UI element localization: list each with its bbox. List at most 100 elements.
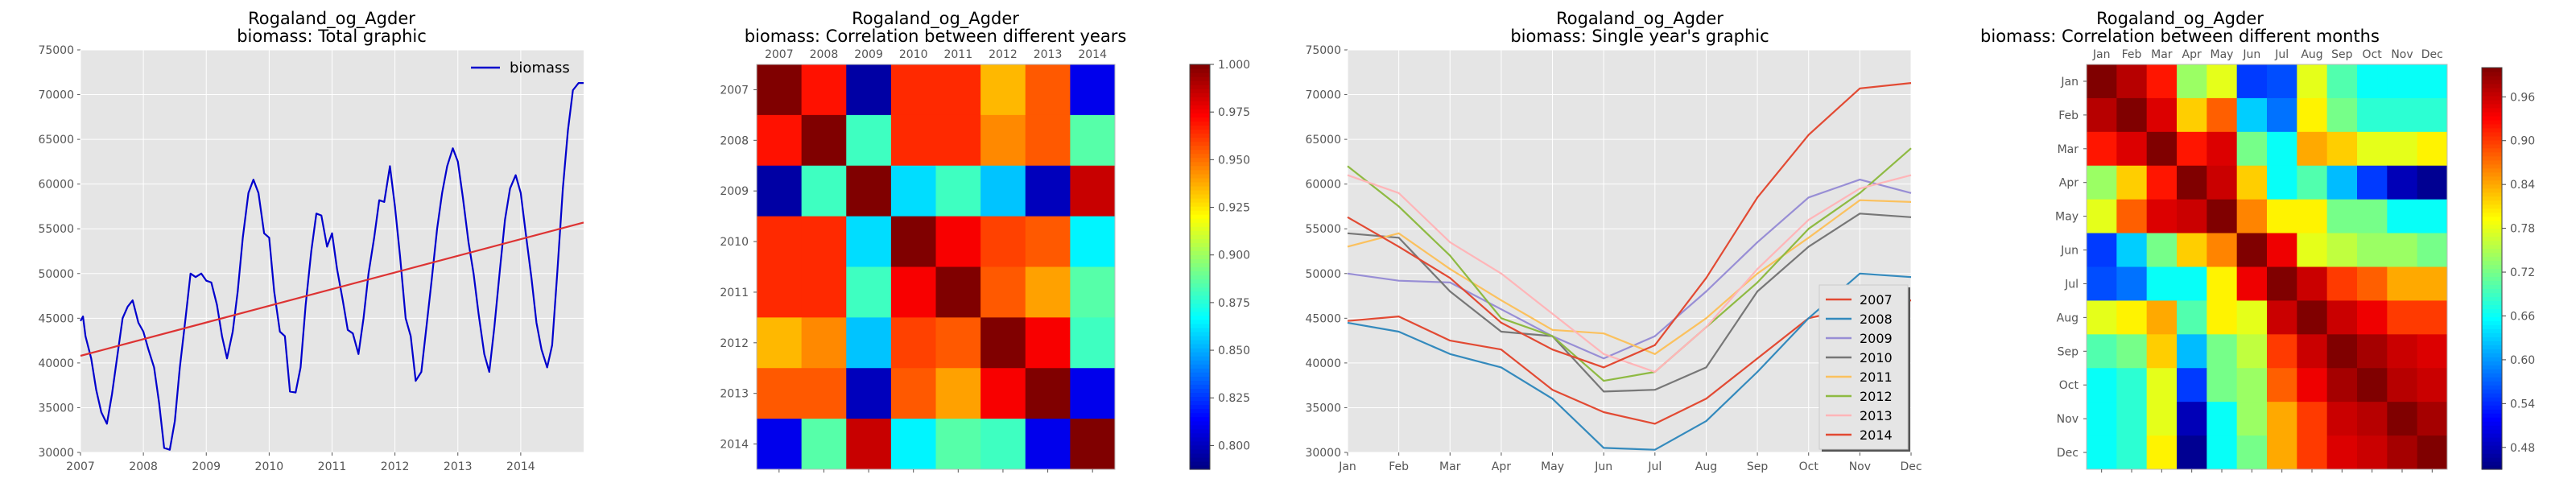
colorbar-segment [2482, 421, 2502, 426]
colorbar-segment [1190, 420, 1210, 426]
colorbar-segment [2482, 79, 2502, 85]
colorbar-segment [1190, 364, 1210, 369]
heatmap-cell [2236, 165, 2268, 200]
y-tick-label: 35000 [38, 402, 74, 415]
legend-label-2012: 2012 [1860, 389, 1893, 404]
heatmap-cell [2357, 131, 2388, 167]
y-tick-label: 55000 [1305, 223, 1341, 236]
heatmap-cell [2116, 97, 2148, 133]
heatmap-cell [2146, 266, 2178, 301]
heatmap-cell [1070, 419, 1116, 470]
heatmap-cell [2087, 300, 2117, 335]
colorbar-segment [2482, 437, 2502, 442]
colorbar-segment [1190, 105, 1210, 109]
panel3-subtitle: biomass: Single year's graphic [1510, 27, 1769, 46]
colorbar-segment [2482, 433, 2502, 438]
colorbar-segment [1190, 299, 1210, 304]
x-tick-label: Mar [1439, 460, 1461, 473]
colorbar-segment [1190, 464, 1210, 470]
heatmap-cell [846, 368, 892, 419]
heatmap-cell [2236, 402, 2268, 436]
colorbar-segment [1190, 210, 1210, 215]
colorbar-segment [1190, 254, 1210, 260]
colorbar-segment [2482, 119, 2502, 125]
colorbar-tick-label: 0.78 [2510, 223, 2535, 236]
heatmap-row-label: Jan [2060, 76, 2079, 89]
colorbar-segment [2482, 260, 2502, 266]
colorbar-segment [1190, 93, 1210, 97]
heatmap-cell [2417, 300, 2448, 335]
colorbar-segment [2482, 292, 2502, 298]
x-tick-label: Feb [1389, 460, 1409, 473]
colorbar-segment [1190, 275, 1210, 280]
heatmap-frame [2086, 64, 2448, 470]
heatmap-cell [2267, 97, 2297, 133]
colorbar-segment [2482, 83, 2502, 89]
colorbar-segment [2482, 332, 2502, 337]
colorbar-segment [1190, 242, 1210, 247]
heatmap-cell [2326, 300, 2358, 335]
heatmap-cell [2236, 199, 2268, 234]
heatmap-col-label: Jul [2274, 48, 2289, 61]
heatmap-cell [2387, 64, 2418, 99]
y-tick-label: 70000 [38, 89, 74, 102]
heatmap-cell [2207, 131, 2238, 167]
colorbar-segment [1190, 424, 1210, 430]
colorbar-segment [1190, 72, 1210, 77]
heatmap-cell [935, 64, 981, 116]
colorbar-segment [2482, 369, 2502, 374]
x-tick-label: Dec [1900, 460, 1922, 473]
heatmap-cell [2236, 131, 2268, 167]
series-line-2008 [1347, 272, 1912, 451]
heatmap-cell [801, 64, 847, 116]
heatmap-cell [2236, 97, 2268, 133]
heatmap-cell [2297, 165, 2328, 200]
heatmap-cell [846, 114, 892, 167]
heatmap-cell [2357, 233, 2388, 267]
heatmap-row-label: Dec [2057, 447, 2079, 460]
colorbar-segment [1190, 331, 1210, 336]
colorbar-segment [1190, 432, 1210, 438]
legend-label-2013: 2013 [1860, 408, 1893, 423]
heatmap-cell [2116, 436, 2148, 470]
x-tick-label: 2014 [506, 460, 535, 473]
colorbar-frame [2481, 67, 2503, 470]
heatmap-col-label: Mar [2151, 48, 2173, 61]
colorbar-segment [2482, 445, 2502, 450]
colorbar-segment [2482, 256, 2502, 262]
series-line-2010 [1347, 213, 1912, 393]
heatmap-cell [2146, 97, 2178, 133]
colorbar-tick-label: 0.84 [2510, 179, 2535, 192]
heatmap-col-label: 2009 [854, 48, 883, 61]
colorbar-tick-label: 0.950 [1218, 154, 1250, 167]
heatmap-cell [935, 114, 981, 167]
colorbar-segment [2482, 252, 2502, 258]
x-tick-label: May [1541, 460, 1564, 473]
colorbar-segment [2482, 409, 2502, 414]
heatmap-cell [2207, 165, 2238, 200]
colorbar-segment [1190, 214, 1210, 219]
colorbar-segment [2482, 425, 2502, 430]
x-tick-label: Apr [1492, 460, 1511, 473]
heatmap-col-label: 2014 [1078, 48, 1107, 61]
total-graphic-plot: 30000 35000 40000 45000 50000 55000 60000 65000… [38, 44, 584, 473]
colorbar-segment [2482, 336, 2502, 341]
heatmap-cell [2326, 97, 2358, 133]
colorbar-segment [1190, 336, 1210, 341]
heatmap-cell [757, 368, 803, 419]
heatmap-cell [2146, 368, 2178, 402]
colorbar-segment [2482, 159, 2502, 165]
heatmap-cell [2357, 199, 2388, 234]
y-tick-label: 35000 [1305, 402, 1341, 415]
colorbar-segment [1190, 230, 1210, 235]
y-tick-label: 75000 [1305, 44, 1341, 57]
colorbar-segment [2482, 127, 2502, 133]
heatmap-cell [2146, 334, 2178, 369]
heatmap-cell [890, 64, 937, 116]
colorbar-segment [2482, 135, 2502, 141]
series-line-2014 [1347, 82, 1912, 369]
colorbar-segment [1190, 169, 1210, 175]
colorbar-segment [1190, 157, 1210, 163]
colorbar-segment [1190, 137, 1210, 142]
x-tick-label: 2007 [66, 460, 95, 473]
